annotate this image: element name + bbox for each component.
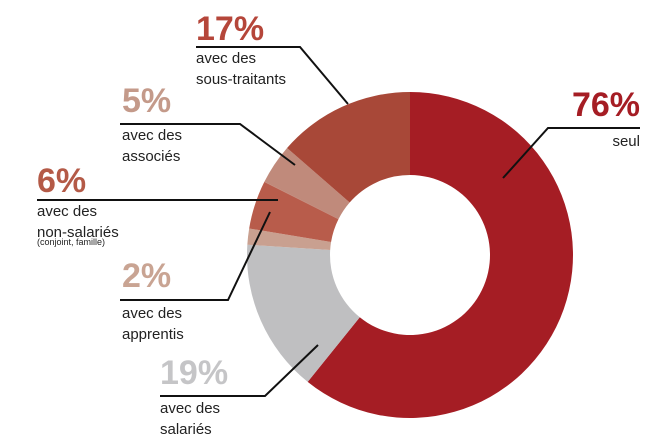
category-label: non-salariés: [37, 224, 119, 241]
category-label: avec des: [160, 400, 220, 417]
category-label: avec des: [122, 305, 182, 322]
donut-slice: [287, 92, 410, 203]
percent-label: 19%: [160, 354, 228, 392]
donut-slice: [264, 147, 350, 220]
donut-slice: [247, 244, 360, 382]
category-label: avec des: [37, 203, 97, 220]
category-note: (conjoint, famille): [37, 237, 105, 247]
donut-slice: [247, 228, 332, 250]
leader-line: [120, 211, 271, 301]
percent-label: 76%: [572, 86, 640, 124]
leader-line: [120, 123, 296, 166]
category-label: salariés: [160, 421, 212, 438]
leader-line: [196, 46, 349, 105]
category-label: seul: [612, 133, 640, 150]
percent-label: 5%: [122, 82, 171, 120]
category-label: apprentis: [122, 326, 184, 343]
category-label: associés: [122, 148, 180, 165]
percent-label: 17%: [196, 10, 264, 48]
category-label: avec des: [122, 127, 182, 144]
donut-slice: [249, 181, 339, 242]
percent-label: 2%: [122, 257, 171, 295]
leader-line: [160, 344, 319, 397]
category-label: avec des: [196, 50, 256, 67]
category-label: sous-traitants: [196, 71, 286, 88]
leader-line: [502, 127, 640, 179]
percent-label: 6%: [37, 162, 86, 200]
